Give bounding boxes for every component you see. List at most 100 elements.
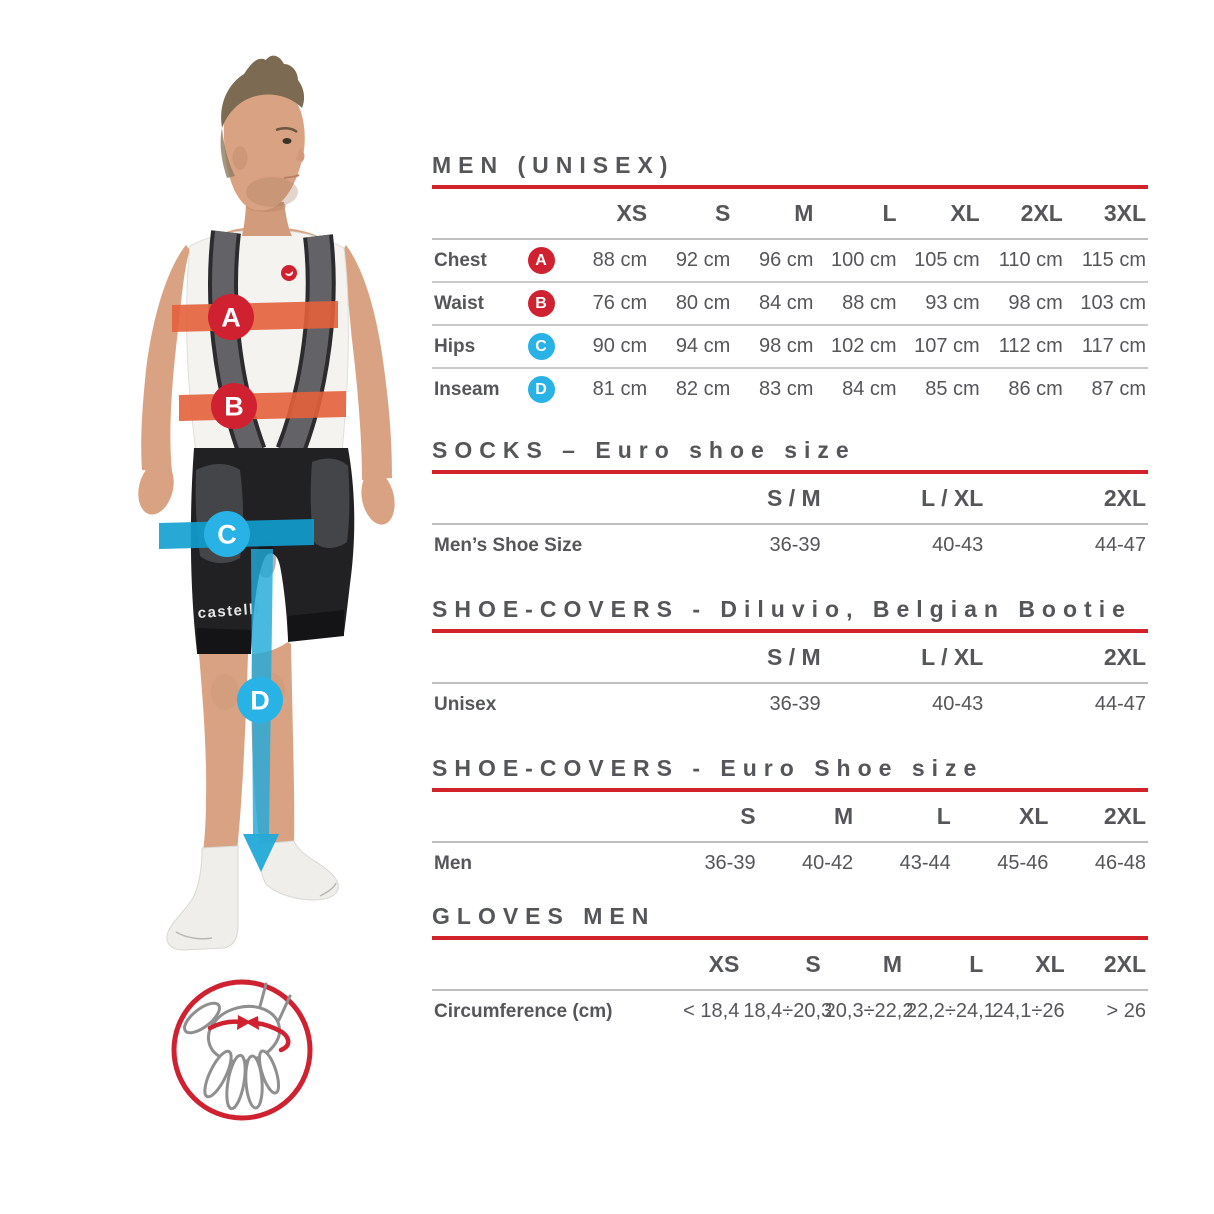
size-value: 98 cm [732, 325, 816, 369]
table-row: Men’s Shoe Size 36-39 40-43 44-47 [432, 524, 1148, 566]
marker-badge: D [527, 376, 555, 403]
size-value: 110 cm [981, 239, 1065, 283]
icon-circle [171, 979, 313, 1121]
marker-c-badge: C [204, 511, 250, 557]
left-leg [199, 654, 248, 852]
size-value: 43-44 [899, 852, 951, 874]
column-header: XL [952, 792, 1051, 843]
header-spacer [432, 940, 660, 991]
size-value: 24,1÷26 [992, 1000, 1065, 1022]
section-shoecovers-euro: SHOE-COVERS - Euro Shoe size S M L XL 2XL Men… [432, 755, 1148, 884]
size-value: 76 cm [566, 282, 650, 326]
marker-badge: C [527, 333, 555, 360]
column-header: 2XL [1066, 940, 1148, 991]
table-row: Circumference (cm) < 18,4 18,4÷20,3 20,3÷22… [432, 990, 1148, 1032]
row-label: Hips [432, 325, 516, 369]
size-value: 84 cm [732, 282, 816, 326]
shoecovers-euro-table: S M L XL 2XL Men 36-39 40-42 43-44 45-46 46-48 [432, 792, 1148, 884]
row-label: Chest [432, 239, 516, 283]
table-row: Hips C 90 cm 94 cm 98 cm 102 cm 107 cm 112 cm 11… [432, 325, 1148, 369]
marker-c-label: C [217, 520, 237, 550]
column-header: L [855, 792, 953, 843]
thumb [183, 1001, 221, 1035]
marker-a-badge: A [208, 294, 254, 340]
header-spacer [432, 792, 660, 843]
marker-d-label: D [250, 686, 270, 716]
column-header: S [660, 792, 758, 843]
accent-rule [432, 470, 1148, 474]
size-value: 88 cm [566, 239, 650, 283]
header-spacer [432, 633, 660, 684]
column-header: XS [566, 189, 650, 240]
column-header: M [732, 189, 816, 240]
header-spacer [432, 189, 516, 240]
size-value: 36-39 [704, 852, 756, 874]
section-title: SHOE-COVERS - Euro Shoe size [432, 755, 984, 781]
marker-badge: A [527, 247, 555, 274]
size-value: 20,3÷22,2 [824, 1000, 914, 1022]
column-header: S [741, 940, 823, 991]
row-label: Unisex [434, 693, 497, 715]
size-value: 88 cm [815, 282, 899, 326]
size-value: 44-47 [1094, 693, 1146, 715]
waist-band [179, 391, 346, 421]
shorts-brand-text: castelli [197, 601, 261, 622]
size-value: 87 cm [1091, 378, 1146, 400]
row-label: Waist [432, 282, 516, 326]
marker-badge: B [527, 290, 555, 317]
size-value: 46-48 [1094, 852, 1146, 874]
marker-a-label: A [221, 303, 241, 333]
size-value: 92 cm [649, 239, 733, 283]
model-illustration: castelli A B C D [138, 55, 395, 951]
row-label: Men [434, 852, 472, 874]
size-value: 107 cm [898, 325, 982, 369]
section-gloves-men: GLOVES MEN XS S M L XL 2XL Circumference (cm) <… [432, 903, 1148, 1032]
table-row: Waist B 76 cm 80 cm 84 cm 88 cm 93 cm 98 cm 103 … [432, 282, 1148, 326]
right-sock [258, 840, 339, 901]
size-value: 36-39 [769, 534, 821, 556]
size-value: 22,2÷24,1 [905, 1000, 995, 1022]
size-value: 96 cm [732, 239, 816, 283]
size-value: < 18,4 [683, 1000, 740, 1022]
size-value: 82 cm [675, 378, 731, 400]
accent-rule [432, 788, 1148, 792]
left-arm [141, 245, 190, 472]
size-value: 18,4÷20,3 [743, 1000, 833, 1022]
column-header: L [903, 940, 986, 991]
size-value: 81 cm [592, 378, 648, 400]
chest-band [172, 301, 338, 332]
table-row: Inseam D 81 cm 82 cm 83 cm 84 cm 85 cm 86 cm 87 … [432, 368, 1148, 410]
section-title: SHOE-COVERS - Diluvio, Belgian Bootie [432, 596, 1132, 622]
inseam-arrow-icon [243, 834, 279, 872]
row-label: Men’s Shoe Size [434, 534, 583, 556]
column-header: L / XL [822, 633, 986, 684]
accent-rule [432, 936, 1148, 940]
section-title: GLOVES MEN [432, 903, 656, 929]
right-arm [342, 245, 392, 480]
gloves-men-table: XS S M L XL 2XL Circumference (cm) < 18,4 18,4÷2… [432, 940, 1148, 1032]
column-header: S [649, 189, 733, 240]
section-shoecovers-diluvio: SHOE-COVERS - Diluvio, Belgian Bootie S … [432, 596, 1148, 725]
size-value: 100 cm [815, 239, 899, 283]
size-value: 98 cm [981, 282, 1065, 326]
men-unisex-table: XS S M L XL 2XL 3XL Chest A 88 cm 92 cm 96 cm 100 cm… [432, 189, 1148, 410]
section-title: MEN (UNISEX) [432, 152, 675, 178]
hair [221, 55, 305, 128]
table-row: Chest A 88 cm 92 cm 96 cm 100 cm 105 cm 110 cm 1… [432, 239, 1148, 283]
column-header: 3XL [1064, 189, 1148, 240]
size-value: 102 cm [815, 325, 899, 369]
column-header: 2XL [981, 189, 1065, 240]
size-value: 90 cm [566, 325, 650, 369]
eye [282, 138, 292, 144]
accent-rule [432, 629, 1148, 633]
column-header: M [822, 940, 904, 991]
table-row: Unisex 36-39 40-43 44-47 [432, 683, 1148, 725]
ear [232, 146, 248, 170]
size-table: XS S M L XL 2XL 3XL Chest A 88 cm 92 cm 96 cm 100 cm… [432, 189, 1148, 410]
column-header: L / XL [822, 474, 986, 525]
column-header: XS [660, 940, 742, 991]
